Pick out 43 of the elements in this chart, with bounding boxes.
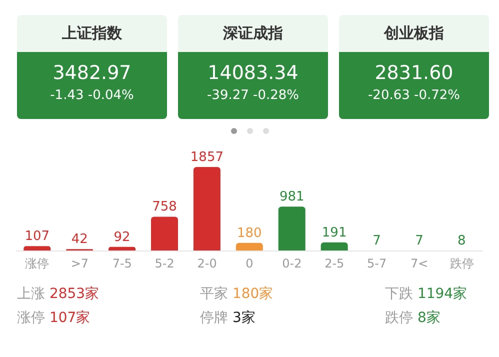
- data-label: 42: [71, 232, 88, 248]
- bar: [236, 242, 263, 251]
- text: 跌停 8家: [385, 310, 440, 326]
- text: -39.27 -0.28%: [206, 88, 300, 103]
- text: 上证指数: [17, 15, 167, 52]
- data-label: 191: [322, 225, 347, 240]
- x-tick-label: 2-0: [197, 256, 217, 271]
- x-tick-label: 5-2: [154, 256, 174, 271]
- bar: [278, 206, 306, 251]
- x-tick-label: >7: [70, 256, 89, 271]
- data-label: 7: [415, 234, 424, 249]
- bar: [151, 216, 178, 251]
- data-label: 758: [152, 200, 177, 215]
- bar: [320, 242, 348, 251]
- x-tick-label: 7-5: [112, 256, 132, 271]
- data-label: 981: [279, 190, 304, 205]
- bar: [24, 246, 51, 251]
- x-tick-label: 0-2: [282, 256, 302, 271]
- data-label: 92: [114, 230, 130, 245]
- text: 3482.97: [52, 61, 132, 86]
- x-tick-label: 5-7: [367, 256, 387, 271]
- data-label: 8: [458, 234, 466, 249]
- text: 涨停 107家: [17, 310, 90, 326]
- x-tick-label: 2-5: [324, 256, 344, 271]
- text: 创业板指: [339, 15, 489, 52]
- x-tick-label: 0: [246, 256, 254, 271]
- text: -1.43 -0.04%: [50, 88, 134, 103]
- text: 平家 180家: [200, 286, 274, 302]
- x-tick-label: 7<: [410, 256, 428, 271]
- text: 深证成指: [178, 15, 328, 52]
- data-label: 1857: [190, 150, 224, 165]
- data-label: 180: [237, 226, 262, 241]
- x-tick-label: 跌停: [450, 256, 474, 271]
- data-label: 7: [372, 234, 381, 249]
- text: 2831.60: [374, 61, 454, 86]
- text: 下跌 1194家: [385, 286, 468, 302]
- text: 停牌 3家: [200, 310, 256, 326]
- data-label: 107: [24, 229, 50, 244]
- text: -20.63 -0.72%: [368, 88, 460, 103]
- x-tick-label: 涨停: [25, 256, 50, 271]
- bar: [193, 167, 220, 251]
- text: 14083.34: [206, 61, 300, 86]
- text: 上涨 2853家: [17, 286, 100, 302]
